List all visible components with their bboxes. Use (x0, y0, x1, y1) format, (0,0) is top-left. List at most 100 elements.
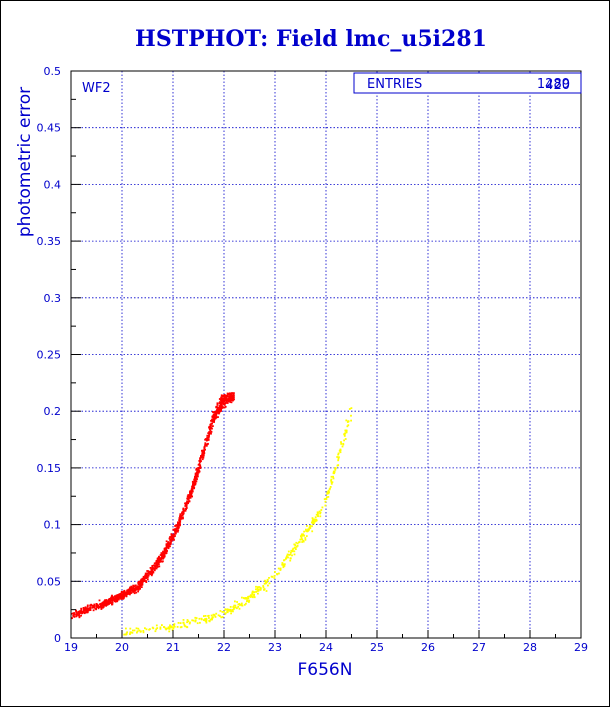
data-point (190, 490, 193, 493)
data-point (231, 392, 233, 395)
data-point (234, 606, 237, 609)
data-point (130, 588, 133, 591)
data-point (288, 554, 290, 556)
data-point (195, 617, 198, 619)
data-point (200, 618, 203, 621)
data-point (107, 602, 110, 605)
data-point (331, 481, 334, 484)
data-point (232, 398, 235, 401)
data-point (135, 591, 138, 594)
data-point (93, 603, 96, 606)
data-point (338, 456, 340, 459)
data-point (326, 491, 329, 494)
grid-lines (71, 71, 581, 638)
data-point (152, 571, 155, 574)
data-point (184, 509, 187, 512)
data-point (177, 530, 179, 533)
data-point (194, 620, 197, 623)
x-tick-label: 22 (217, 641, 231, 654)
data-point (318, 510, 321, 513)
data-point (151, 569, 154, 572)
x-tick-label: 27 (472, 641, 486, 654)
data-point (163, 547, 166, 550)
data-point (137, 627, 140, 630)
data-point (295, 546, 298, 548)
data-point (102, 601, 105, 604)
data-point (316, 511, 319, 514)
data-point (123, 590, 125, 593)
data-point (209, 429, 212, 432)
data-point (145, 628, 148, 631)
stats-value-a: 1289 (537, 77, 570, 92)
data-point (186, 621, 188, 624)
data-point (228, 609, 230, 612)
data-point (259, 589, 262, 591)
data-point (207, 614, 210, 617)
data-point (191, 619, 194, 622)
data-point (199, 459, 202, 462)
x-tick-label: 21 (166, 641, 180, 654)
data-point (92, 606, 95, 609)
data-point (101, 606, 103, 609)
data-point (305, 530, 308, 532)
data-point (210, 617, 213, 620)
data-point (156, 563, 159, 566)
data-point (268, 577, 270, 579)
data-point (221, 406, 224, 409)
data-point (306, 525, 308, 527)
data-point (270, 575, 273, 578)
data-point (174, 532, 177, 535)
data-point (194, 619, 197, 622)
data-point (206, 436, 209, 439)
data-point (177, 523, 179, 525)
data-point (208, 433, 210, 436)
data-point (203, 619, 206, 622)
data-point (227, 392, 230, 395)
data-point (71, 617, 73, 619)
data-point (82, 611, 84, 613)
data-point (220, 398, 223, 401)
data-point (214, 417, 217, 420)
data-point (149, 570, 152, 573)
data-point (343, 435, 346, 437)
data-point (186, 619, 189, 621)
data-point (202, 454, 204, 457)
data-point (156, 565, 158, 567)
data-point (324, 500, 327, 503)
data-point (171, 629, 174, 631)
data-point (194, 616, 197, 619)
data-point (193, 478, 196, 481)
data-point (140, 630, 142, 633)
data-point (223, 404, 226, 406)
data-point (314, 516, 317, 519)
data-point (145, 581, 148, 583)
series-yellow-points (123, 407, 353, 636)
data-point (327, 492, 330, 495)
data-point (181, 512, 183, 515)
data-point (177, 524, 179, 526)
data-point (336, 456, 339, 458)
data-point (145, 576, 147, 579)
data-point (174, 528, 177, 531)
y-tick-label: 0.45 (37, 122, 62, 135)
data-point (141, 581, 144, 583)
data-point (101, 602, 104, 604)
data-point (232, 399, 234, 402)
data-point (216, 403, 219, 406)
data-point (77, 611, 80, 613)
data-point (345, 431, 348, 434)
data-point (178, 522, 181, 524)
data-point (168, 630, 171, 633)
data-point (113, 600, 116, 602)
data-point (317, 513, 319, 516)
data-point (168, 543, 171, 546)
data-point (241, 596, 243, 599)
data-point (273, 577, 276, 579)
data-point (142, 631, 145, 634)
data-point (210, 618, 213, 621)
data-point (255, 591, 257, 593)
data-point (213, 418, 216, 421)
data-point (249, 594, 252, 597)
data-point (314, 520, 316, 523)
data-point (148, 572, 151, 574)
